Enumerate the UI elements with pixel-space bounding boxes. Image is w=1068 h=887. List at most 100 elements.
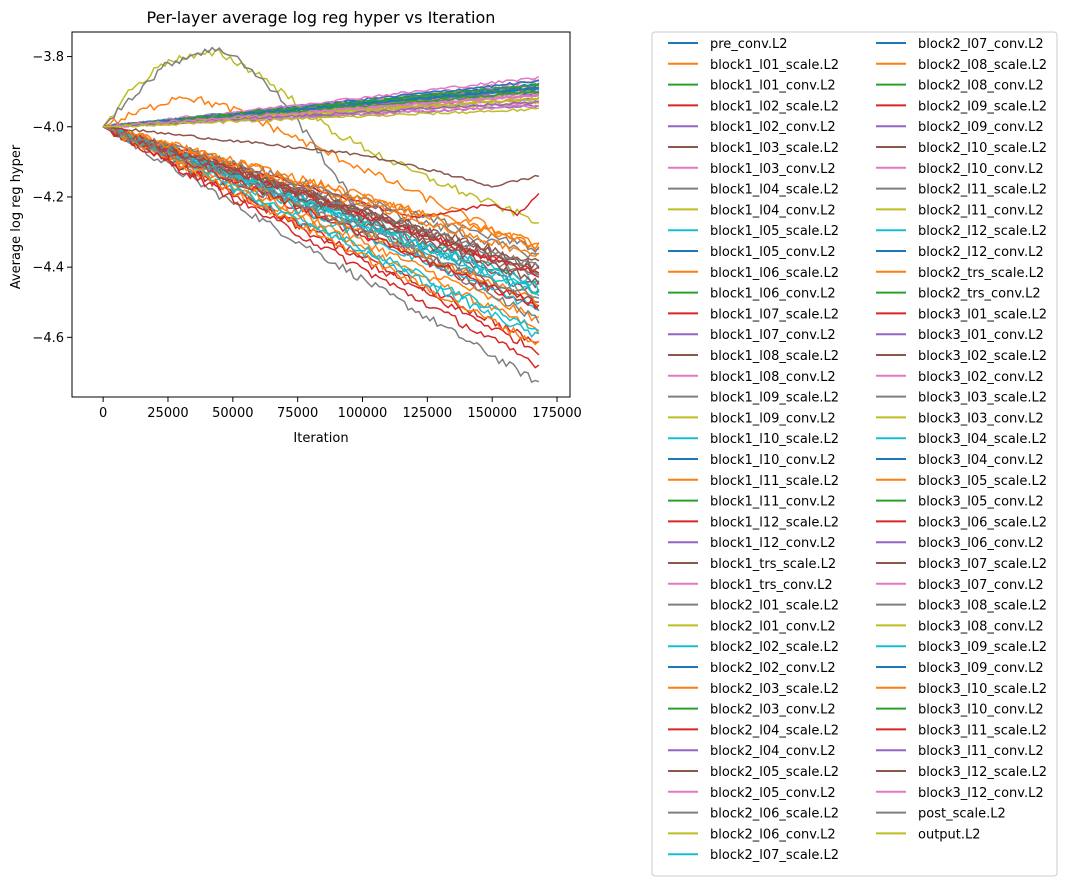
legend-label: block1_l08_conv.L2 — [710, 370, 836, 385]
legend-label: block1_l07_conv.L2 — [710, 328, 836, 343]
legend-label: block1_l02_scale.L2 — [710, 99, 839, 114]
series-line — [102, 126, 540, 369]
series-line — [102, 126, 540, 259]
legend-label: block2_l10_conv.L2 — [918, 162, 1044, 177]
legend-label: block1_l06_scale.L2 — [710, 266, 839, 281]
series-line — [102, 95, 540, 251]
y-tick-label: −4.2 — [32, 190, 64, 205]
series-line — [102, 126, 540, 356]
legend-label: block1_l04_conv.L2 — [710, 203, 836, 218]
legend-label: block2_l02_scale.L2 — [710, 640, 839, 655]
legend-label: block2_l12_conv.L2 — [918, 245, 1044, 260]
legend-label: block1_l07_scale.L2 — [710, 307, 839, 322]
x-tick-label: 75000 — [277, 406, 318, 421]
legend-label: block2_l08_conv.L2 — [918, 79, 1044, 94]
series-line — [102, 126, 540, 300]
legend-label: block1_l11_conv.L2 — [710, 495, 836, 510]
series-line — [102, 46, 540, 324]
legend-label: block3_l07_scale.L2 — [918, 557, 1047, 572]
legend-label: block1_l10_scale.L2 — [710, 432, 839, 447]
series-line — [103, 86, 540, 128]
y-tick-label: −4.6 — [32, 331, 64, 346]
legend-label: block2_l07_conv.L2 — [918, 37, 1044, 52]
legend-label: block2_l04_scale.L2 — [710, 723, 839, 738]
legend-label: block3_l07_conv.L2 — [918, 578, 1044, 593]
x-tick-label: 25000 — [147, 406, 188, 421]
legend-label: block3_l01_scale.L2 — [918, 307, 1047, 322]
legend-label: block3_l04_conv.L2 — [918, 453, 1044, 468]
legend-label: block3_l03_conv.L2 — [918, 411, 1044, 426]
y-tick-label: −3.8 — [32, 50, 64, 65]
legend-label: block3_l10_scale.L2 — [918, 682, 1047, 697]
legend-label: block1_trs_scale.L2 — [710, 557, 836, 572]
legend-label: block3_l06_conv.L2 — [918, 536, 1044, 551]
legend-label: block2_l08_scale.L2 — [918, 58, 1047, 73]
legend-label: block3_l12_conv.L2 — [918, 786, 1044, 801]
chart-title: Per-layer average log reg hyper vs Itera… — [147, 8, 496, 27]
legend-label: block1_l04_scale.L2 — [710, 183, 839, 198]
legend-label: block2_trs_scale.L2 — [918, 266, 1044, 281]
legend-label: block2_l06_scale.L2 — [710, 807, 839, 822]
legend-label: block3_l11_scale.L2 — [918, 723, 1047, 738]
legend-label: block2_l01_scale.L2 — [710, 599, 839, 614]
legend-label: block1_l03_scale.L2 — [710, 141, 839, 156]
series-line — [103, 126, 540, 188]
legend-label: block3_l01_conv.L2 — [918, 328, 1044, 343]
legend-label: block2_l02_conv.L2 — [710, 661, 836, 676]
legend-label: post_scale.L2 — [918, 807, 1006, 822]
legend-label: block2_l05_conv.L2 — [710, 786, 836, 801]
series-line — [102, 49, 539, 224]
legend-label: block3_l08_conv.L2 — [918, 619, 1044, 634]
legend-label: block3_l10_conv.L2 — [918, 703, 1044, 718]
series-layer — [102, 46, 540, 384]
x-axis-label: Iteration — [293, 431, 348, 446]
legend-label: block1_l05_scale.L2 — [710, 224, 839, 239]
series-line — [102, 126, 539, 246]
legend-label: block3_l12_scale.L2 — [918, 765, 1047, 780]
legend-label: block2_l12_scale.L2 — [918, 224, 1047, 239]
legend-label: block3_l02_scale.L2 — [918, 349, 1047, 364]
series-line — [102, 125, 540, 285]
legend-label: block2_l09_scale.L2 — [918, 99, 1047, 114]
legend-frame — [651, 31, 1058, 877]
legend-label: pre_conv.L2 — [710, 37, 787, 52]
legend-label: block3_l02_conv.L2 — [918, 370, 1044, 385]
legend-label: block3_l06_scale.L2 — [918, 515, 1047, 530]
legend-label: block1_l08_scale.L2 — [710, 349, 839, 364]
y-axis-ticks: −4.6 −4.4 −4.2 −4.0 −3.8 — [32, 50, 72, 346]
legend-label: block3_l03_scale.L2 — [918, 391, 1047, 406]
legend: pre_conv.L2 block1_l01_scale.L2 block1_l01… — [651, 31, 1058, 877]
legend-label: block2_l03_conv.L2 — [710, 703, 836, 718]
legend-label: block3_l08_scale.L2 — [918, 599, 1047, 614]
legend-label: block3_l05_scale.L2 — [918, 474, 1047, 489]
legend-label: block1_l11_scale.L2 — [710, 474, 839, 489]
legend-label: block2_l11_scale.L2 — [918, 183, 1047, 198]
legend-label: output.L2 — [918, 827, 981, 842]
y-axis-label: Average log reg hyper — [9, 144, 24, 289]
x-tick-label: 100000 — [338, 406, 388, 421]
x-axis-ticks: 0 25000 50000 75000 100000 125000 150000 175000 — [99, 397, 582, 421]
legend-label: block3_l09_scale.L2 — [918, 640, 1047, 655]
legend-label: block2_l09_conv.L2 — [918, 120, 1044, 135]
legend-label: block2_l05_scale.L2 — [710, 765, 839, 780]
legend-label: block2_l06_conv.L2 — [710, 827, 836, 842]
legend-label: block1_l02_conv.L2 — [710, 120, 836, 135]
legend-label: block3_l04_scale.L2 — [918, 432, 1047, 447]
x-tick-label: 125000 — [403, 406, 453, 421]
legend-label: block1_l09_conv.L2 — [710, 411, 836, 426]
y-tick-label: −4.0 — [32, 120, 64, 135]
series-line — [102, 126, 540, 335]
plot-frame — [71, 31, 571, 398]
legend-label: block3_l09_conv.L2 — [918, 661, 1044, 676]
legend-label: block1_l01_conv.L2 — [710, 79, 836, 94]
x-tick-label: 50000 — [212, 406, 253, 421]
legend-label: block2_l01_conv.L2 — [710, 619, 836, 634]
legend-label: block1_l05_conv.L2 — [710, 245, 836, 260]
legend-label: block3_l11_conv.L2 — [918, 744, 1044, 759]
legend-label: block2_l03_scale.L2 — [710, 682, 839, 697]
legend-label: block1_l10_conv.L2 — [710, 453, 836, 468]
series-line — [103, 93, 539, 128]
legend-label: block1_l06_conv.L2 — [710, 287, 836, 302]
